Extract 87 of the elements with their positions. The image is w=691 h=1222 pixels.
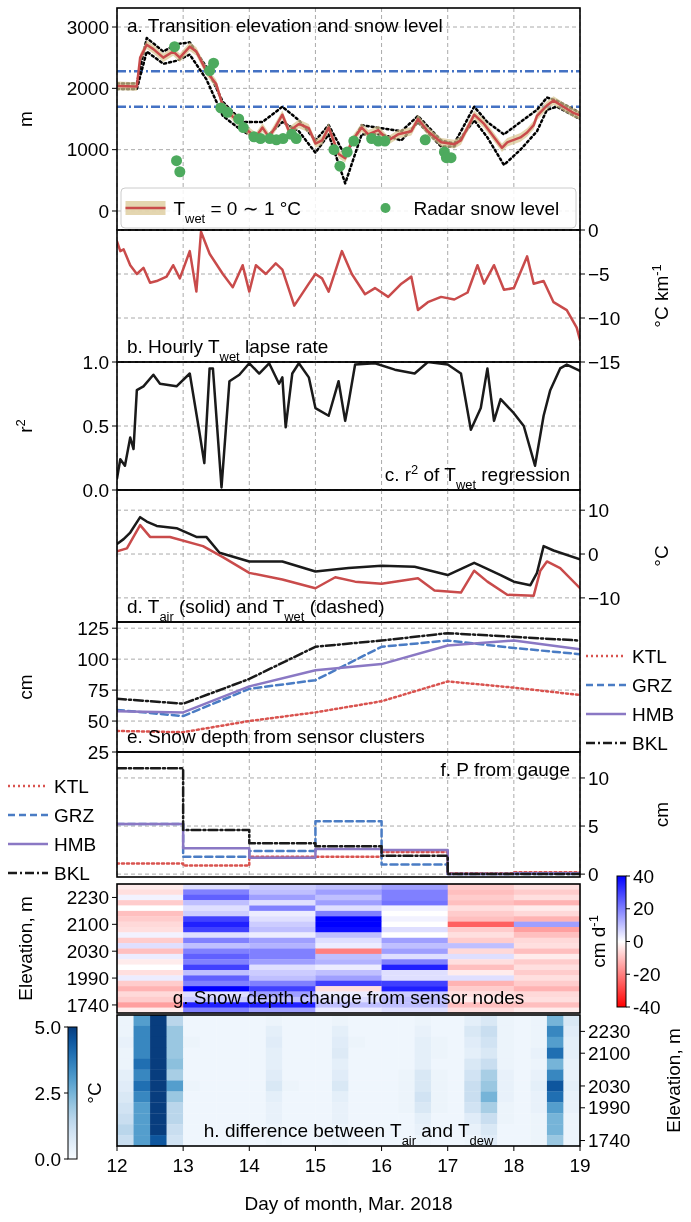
- text: d. T$_{air}$ (solid) and T$_{wet}$ (dashed): [127, 596, 385, 624]
- y-tick-label: 1.0: [82, 351, 109, 373]
- chart-title: a. Transition elevation and snow level: [127, 15, 443, 36]
- x-axis-title: Day of month, Mar. 2018: [244, 1193, 453, 1214]
- y-tick-label: 0: [98, 200, 109, 222]
- point: [208, 57, 220, 69]
- point: [328, 144, 340, 156]
- legend-label: T$_{wet}$ = 0 ∼ 1 °C: [173, 197, 302, 226]
- y2-tick-label: −15: [588, 351, 621, 373]
- y-tick-label: 125: [77, 617, 109, 639]
- y2-axis-title: °C: [651, 545, 672, 567]
- legend-label: KTL: [54, 775, 89, 797]
- y2-tick-label: −10: [588, 587, 621, 609]
- y2-tick-label: 10: [588, 499, 610, 521]
- y-tick-label: 2100: [66, 913, 109, 935]
- y-tick-label: 0.0: [82, 479, 109, 501]
- legend-label: HMB: [632, 703, 675, 725]
- legend-label: HMB: [54, 833, 97, 855]
- y-axis-title: Elevation, m: [15, 896, 36, 1001]
- x-tick-label: 18: [503, 1155, 525, 1176]
- point: [255, 133, 267, 145]
- line-series: [117, 515, 580, 587]
- y-tick-label: 100: [77, 648, 109, 670]
- color-bar-label: -20: [633, 963, 661, 985]
- y-tick-label: 2230: [588, 1021, 631, 1043]
- y-tick-label: 1740: [588, 1130, 631, 1152]
- x-tick-label: 16: [371, 1155, 393, 1176]
- legend-label: KTL: [632, 645, 667, 667]
- text: b. Hourly T$_{wet}$ lapse rate: [127, 336, 329, 364]
- color-bar-label: 0.0: [34, 1148, 61, 1170]
- y-tick-label: 75: [87, 679, 109, 701]
- y2-tick-label: 10: [588, 767, 610, 789]
- text: c. r$^{2}$ of T$_{wet}$ regression: [384, 461, 570, 492]
- legend-label: Radar snow level: [413, 197, 560, 219]
- y-tick-label: 1990: [66, 967, 109, 989]
- legend-label: BKL: [54, 862, 90, 884]
- x-tick-label: 12: [106, 1155, 128, 1176]
- y2-tick-label: −5: [588, 263, 610, 285]
- point: [174, 166, 186, 178]
- x-tick-label: 13: [172, 1155, 194, 1176]
- color-bar-label: 20: [633, 898, 655, 920]
- point: [348, 135, 360, 147]
- point: [290, 133, 302, 145]
- x-tick-label: 17: [437, 1155, 459, 1176]
- y-tick-label: 1000: [66, 139, 109, 161]
- line-series: [117, 523, 580, 597]
- y-axis-title: cm: [15, 674, 36, 700]
- legend-label: BKL: [632, 732, 668, 754]
- y2-tick-label: 5: [588, 815, 599, 837]
- color-bar-label: 5.0: [34, 1016, 61, 1038]
- legend-label: GRZ: [632, 674, 673, 696]
- color-bar-label: -40: [633, 996, 661, 1018]
- y2-axis-title: Elevation, m: [663, 1028, 684, 1133]
- y-tick-label: 3000: [66, 16, 109, 38]
- point: [334, 160, 346, 172]
- x-tick-label: 19: [569, 1155, 591, 1176]
- x-tick-label: 15: [304, 1155, 326, 1176]
- y-tick-label: 1740: [66, 994, 109, 1016]
- y-tick-label: 2230: [66, 887, 109, 909]
- y-tick-label: 2100: [588, 1042, 631, 1064]
- x-tick-label: 14: [238, 1155, 261, 1176]
- color-bar-label: 40: [633, 865, 655, 887]
- y-tick-label: 2030: [66, 940, 109, 962]
- y-axis-title: m: [15, 111, 36, 127]
- y-tick-label: 2030: [588, 1075, 631, 1097]
- point: [169, 41, 181, 53]
- y-tick-label: 25: [87, 741, 109, 763]
- point: [237, 122, 249, 134]
- y-tick-label: 0.5: [82, 415, 109, 437]
- text: g. Snow depth change from sensor nodes: [172, 987, 525, 1008]
- point: [233, 113, 245, 125]
- y2-tick-label: −10: [588, 307, 621, 329]
- y-tick-label: 50: [87, 710, 109, 732]
- y-tick-label: 1990: [588, 1097, 631, 1119]
- y2-axis-title: cm: [651, 801, 672, 828]
- point: [341, 146, 353, 158]
- point: [171, 155, 183, 167]
- point: [221, 106, 233, 118]
- legend-label: GRZ: [54, 804, 95, 826]
- point: [419, 134, 431, 146]
- y-tick-label: 2000: [66, 77, 109, 99]
- line-series: [117, 631, 580, 705]
- text: h. difference between T$_{air}$ and T$_{dew}$: [203, 1120, 494, 1148]
- color-bar-title: °C: [84, 1082, 105, 1104]
- text: e. Snow depth from sensor clusters: [127, 726, 425, 747]
- color-bar-label: 2.5: [34, 1082, 61, 1104]
- chart-title: f. P from gauge: [440, 759, 570, 780]
